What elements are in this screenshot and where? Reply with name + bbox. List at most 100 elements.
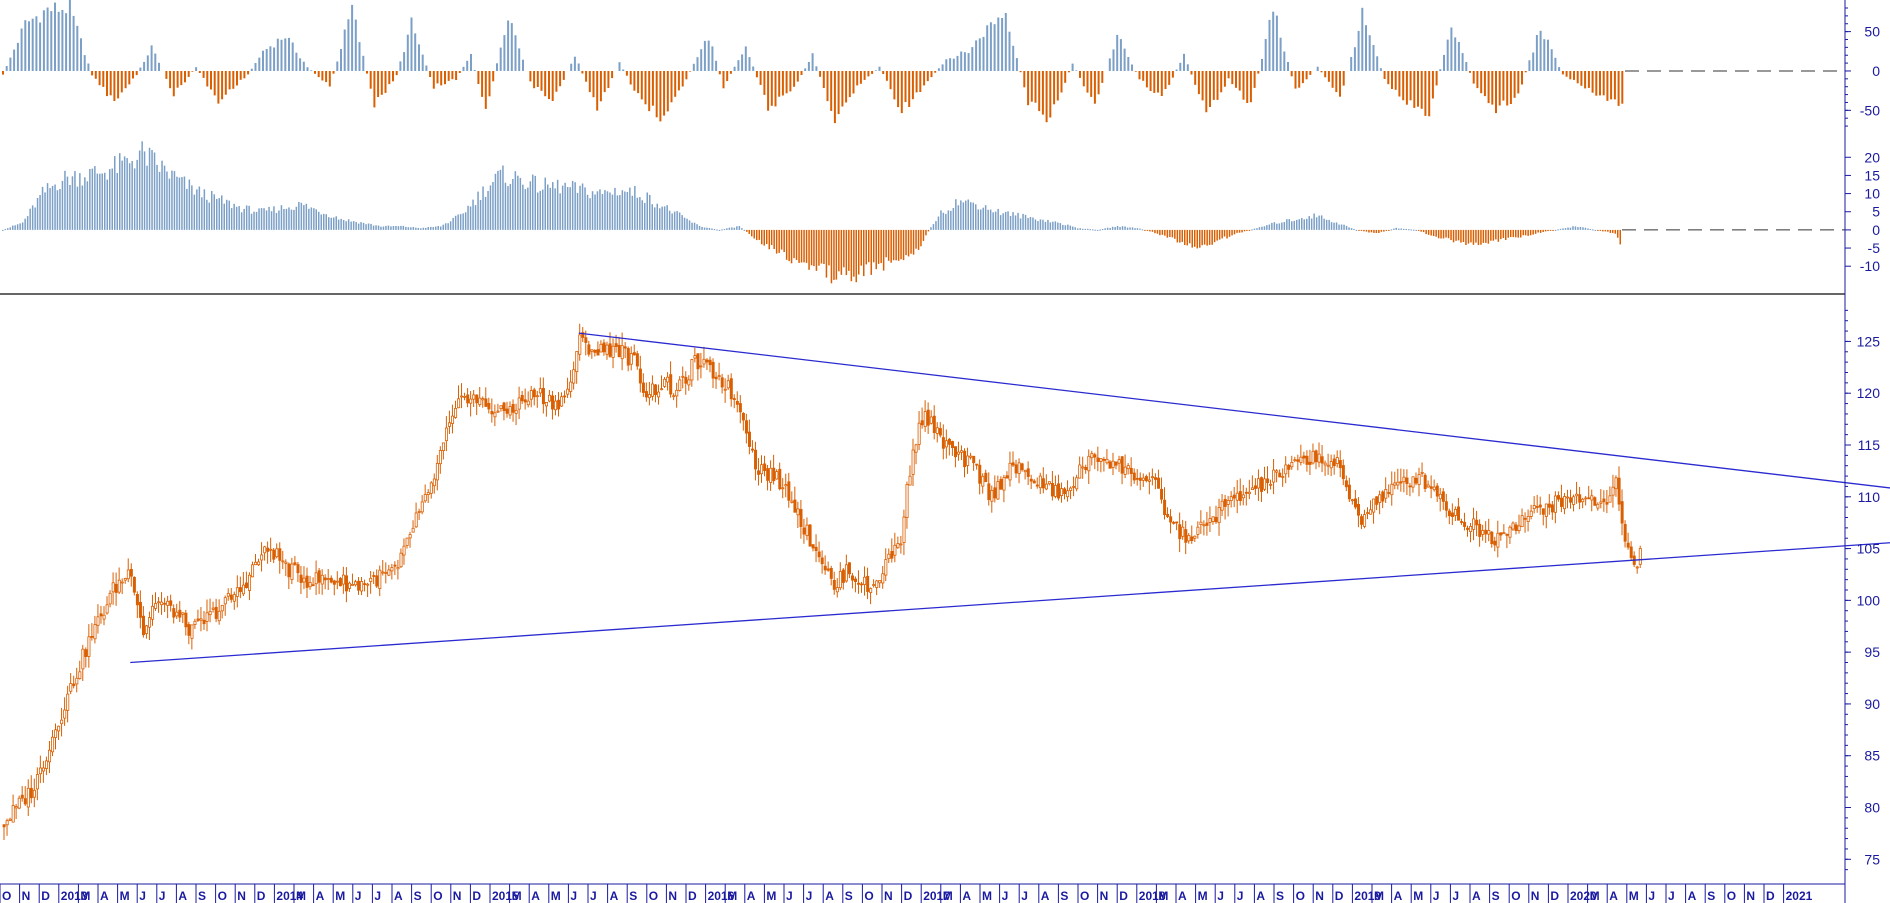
oscillator-1-bar xyxy=(1450,27,1453,71)
oscillator-2-y-tick-label: 20 xyxy=(1864,149,1880,165)
oscillator-2-bar xyxy=(673,211,676,230)
trendline-lower xyxy=(130,542,1890,664)
oscillator-2-bar xyxy=(1017,212,1019,230)
oscillator-2-bar xyxy=(123,156,126,230)
oscillator-2-bar xyxy=(1569,227,1572,230)
oscillator-1-bar xyxy=(956,55,959,71)
oscillator-2-bar xyxy=(111,168,113,230)
oscillator-2-bar xyxy=(952,208,955,230)
oscillator-1-bar xyxy=(1056,71,1059,101)
oscillator-2-bar xyxy=(1208,229,1211,245)
oscillator-2-bar xyxy=(1308,216,1310,230)
oscillator-1-bar xyxy=(1261,58,1263,71)
candle-body xyxy=(1193,535,1197,539)
oscillator-1-bar xyxy=(187,71,190,77)
candle-body xyxy=(184,612,188,628)
candle-body xyxy=(1566,496,1570,499)
oscillator-2-bar xyxy=(504,182,507,230)
oscillator-1-bar xyxy=(893,71,896,100)
x-tick-label: M xyxy=(1158,889,1168,903)
candle-body xyxy=(647,394,651,399)
oscillator-1-bar xyxy=(436,71,439,84)
oscillator-1-bar xyxy=(1216,71,1219,100)
oscillator-1-bar xyxy=(1405,71,1408,105)
oscillator-1-bar xyxy=(362,55,365,71)
candle-body xyxy=(681,375,685,378)
oscillator-1-bar xyxy=(1465,62,1468,71)
candle-body xyxy=(1299,456,1303,463)
oscillator-1-bar xyxy=(934,71,937,73)
oscillator-2-bar xyxy=(654,207,656,230)
oscillator-1-bar xyxy=(9,57,12,71)
oscillator-1-bar xyxy=(310,70,313,71)
candle-body xyxy=(526,400,530,406)
candle-body xyxy=(890,551,894,559)
oscillator-1-bar xyxy=(276,38,279,71)
oscillator-2-bar xyxy=(1447,229,1450,239)
oscillator-2-y-tick-label: 15 xyxy=(1864,167,1880,183)
oscillator-2-bar xyxy=(454,215,457,230)
candle-body xyxy=(1353,498,1357,508)
candle-body xyxy=(987,483,991,500)
candle-body xyxy=(1057,483,1061,499)
candle-body xyxy=(1605,502,1609,505)
oscillator-2-bar xyxy=(1243,229,1246,232)
oscillator-1-bar xyxy=(1435,71,1438,86)
oscillator-1-bar xyxy=(533,71,536,89)
oscillator-2-bar xyxy=(987,209,989,230)
candle-body xyxy=(1184,529,1188,543)
candle-body xyxy=(802,527,806,535)
candle-body xyxy=(393,564,397,567)
oscillator-2-bar xyxy=(1477,229,1480,246)
oscillator-1-bar xyxy=(473,70,476,71)
candle-body xyxy=(1344,480,1348,488)
oscillator-1-bar xyxy=(50,11,53,71)
oscillator-2-bar xyxy=(676,211,678,230)
oscillator-2-bar xyxy=(449,221,452,230)
oscillator-2-bar xyxy=(1323,218,1325,230)
oscillator-1-bar xyxy=(354,19,357,71)
oscillator-1-bar xyxy=(1483,71,1486,97)
candle-body xyxy=(766,468,770,481)
candle-body xyxy=(1032,480,1036,484)
candle-body xyxy=(1508,526,1512,538)
oscillator-2-bar xyxy=(1119,227,1121,230)
x-tick-label: O xyxy=(1511,889,1520,903)
oscillator-2-bar xyxy=(1378,229,1380,233)
oscillator-2-bar xyxy=(1554,229,1557,231)
oscillator-2-bar xyxy=(805,229,808,263)
x-tick-label: O xyxy=(2,889,11,903)
candle-body xyxy=(1347,484,1351,500)
oscillator-2-bar xyxy=(1186,229,1188,246)
candle-body xyxy=(390,567,394,572)
oscillator-1-bar xyxy=(1012,45,1015,71)
oscillator-2-bar xyxy=(178,177,181,230)
oscillator-2-bar xyxy=(1007,211,1009,230)
candle-body xyxy=(1129,467,1133,474)
oscillator-1-bar xyxy=(1101,71,1104,83)
oscillator-1-bar xyxy=(897,71,900,108)
candle-body xyxy=(499,405,503,410)
oscillator-1-bar xyxy=(518,48,521,71)
oscillator-2-bar xyxy=(395,226,397,230)
oscillator-2-bar xyxy=(1552,229,1554,231)
oscillator-2-bar xyxy=(748,229,750,234)
x-tick-label: A xyxy=(747,889,756,903)
oscillator-2-bar xyxy=(94,166,96,230)
oscillator-2-bar xyxy=(328,217,330,230)
oscillator-2-bar xyxy=(1301,218,1303,230)
candle-body xyxy=(35,774,39,790)
oscillator-2-bar xyxy=(265,210,268,230)
candle-body xyxy=(241,584,245,595)
candle-body xyxy=(1066,490,1070,498)
oscillator-2-bar xyxy=(780,229,783,250)
oscillator-2-bar xyxy=(235,206,238,230)
x-tick-label: 2018 xyxy=(1139,889,1166,903)
candle-body xyxy=(372,575,376,577)
oscillator-1-bar xyxy=(941,64,944,71)
x-tick-label: O xyxy=(1080,889,1089,903)
oscillator-1-bar xyxy=(1535,35,1538,71)
oscillator-1-bar xyxy=(930,71,933,78)
oscillator-2-bar xyxy=(116,173,118,230)
